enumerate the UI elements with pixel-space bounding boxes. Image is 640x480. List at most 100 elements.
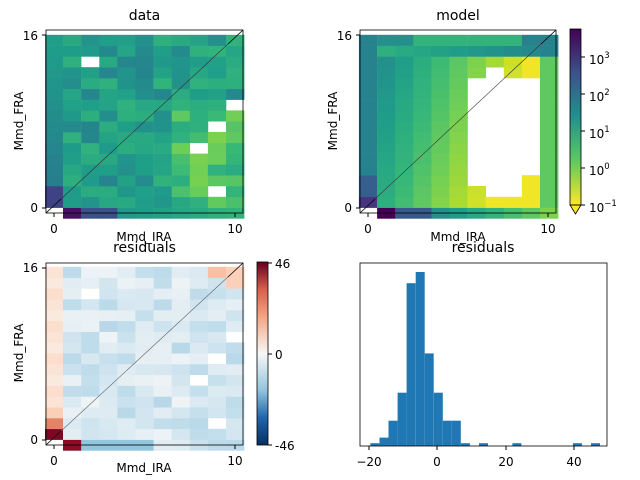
heatmap-cell	[153, 288, 172, 300]
heatmap-cell	[99, 364, 118, 376]
heatmap-cell	[63, 288, 82, 300]
heatmap-cell	[135, 364, 154, 376]
heatmap-cell	[63, 121, 82, 133]
heatmap-cell	[99, 407, 118, 419]
heatmap-cell	[171, 110, 191, 122]
heatmap-cell	[135, 266, 154, 278]
heatmap-cell	[117, 34, 136, 46]
heatmap-cell	[153, 418, 172, 430]
heatmap-cell	[540, 153, 559, 165]
heatmap-cell	[45, 428, 64, 440]
heatmap-cell	[413, 164, 432, 176]
heatmap-cell	[503, 67, 523, 79]
heatmap-cell	[117, 164, 136, 176]
heatmap-cell	[377, 121, 396, 133]
heatmap-cell	[45, 299, 64, 311]
heatmap-cell	[521, 34, 541, 46]
heatmap-cell	[207, 396, 227, 408]
heatmap-cell	[395, 121, 414, 133]
heatmap-cell	[395, 78, 414, 90]
panel-data-diagonal	[45, 29, 244, 214]
heatmap-cell	[135, 99, 154, 111]
heatmap-cell	[63, 175, 82, 187]
heatmap-cell	[207, 88, 227, 100]
heatmap-cell	[189, 353, 209, 365]
heatmap-cell	[153, 320, 172, 332]
heatmap-cell	[117, 153, 136, 165]
heatmap-cell	[189, 331, 209, 343]
heatmap-cell	[153, 132, 172, 144]
heatmap-cell	[413, 121, 432, 133]
heatmap-cell	[521, 67, 541, 79]
heatmap-cell	[171, 374, 191, 386]
histogram-bar	[397, 392, 407, 446]
heatmap-cell	[540, 110, 559, 122]
heatmap-cell	[63, 428, 82, 440]
heatmap-cell	[413, 132, 432, 144]
heatmap-cell	[431, 142, 450, 154]
model-colorbar-tick-label-4: 103	[589, 51, 610, 67]
heatmap-cell	[117, 110, 136, 122]
heatmap-cell	[449, 121, 468, 133]
heatmap-cell	[226, 374, 245, 386]
heatmap-cell	[449, 186, 468, 198]
heatmap-cell	[377, 175, 396, 187]
panel-model-xtick-label-0: 0	[364, 222, 372, 236]
heatmap-cell	[540, 142, 559, 154]
heatmap-cell	[171, 418, 191, 430]
heatmap-cell	[207, 385, 227, 397]
tick-base: 10	[589, 90, 604, 104]
heatmap-cell	[153, 428, 172, 440]
heatmap-cell	[171, 342, 191, 354]
heatmap-cell	[99, 277, 118, 289]
heatmap-cell	[63, 299, 82, 311]
heatmap-cell	[153, 164, 172, 176]
heatmap-cell	[135, 374, 154, 386]
heatmap-cell	[81, 164, 100, 176]
heatmap-cell	[135, 407, 154, 419]
heatmap-cell	[135, 288, 154, 300]
heatmap-cell	[226, 299, 245, 311]
heatmap-cell	[117, 78, 136, 90]
heatmap-cell	[135, 320, 154, 332]
heatmap-cell	[117, 266, 136, 278]
heatmap-cell	[117, 186, 136, 198]
heatmap-cell	[171, 299, 191, 311]
heatmap-cell	[63, 88, 82, 100]
heatmap-cell	[135, 121, 154, 133]
heatmap-cell	[503, 56, 523, 68]
heatmap-cell	[153, 142, 172, 154]
panel-data-corner-mark-top	[227, 29, 244, 45]
heatmap-cell	[540, 121, 559, 133]
heatmap-cell	[377, 78, 396, 90]
heatmap-cell	[99, 175, 118, 187]
heatmap-cell	[135, 56, 154, 68]
heatmap-cell	[63, 45, 82, 57]
heatmap-cell	[63, 56, 82, 68]
heatmap-cell	[99, 67, 118, 79]
heatmap-cell	[395, 175, 414, 187]
heatmap-cell	[431, 175, 450, 187]
heatmap-cell	[99, 56, 118, 68]
panel-data-ytick-label-1: 16	[23, 29, 38, 43]
heatmap-cell	[226, 153, 245, 165]
heatmap-cell	[540, 67, 559, 79]
heatmap-cell	[189, 288, 209, 300]
heatmap-cell	[99, 142, 118, 154]
heatmap-cell	[117, 320, 136, 332]
residuals-colorbar-label-mid: 0	[275, 348, 283, 362]
heatmap-cell	[45, 407, 64, 419]
heatmap-cell	[117, 385, 136, 397]
heatmap-cell	[540, 175, 559, 187]
heatmap-cell	[449, 99, 468, 111]
heatmap-cell	[45, 67, 64, 79]
histogram-bar	[512, 443, 522, 446]
heatmap-cell	[449, 132, 468, 144]
heatmap-cell	[431, 121, 450, 133]
heatmap-cell	[358, 34, 378, 46]
tick-base: 10	[589, 201, 604, 215]
heatmap-cell	[189, 299, 209, 311]
panel-model-frame	[359, 29, 557, 214]
histogram-bar	[433, 392, 443, 446]
heatmap-cell	[485, 34, 504, 46]
